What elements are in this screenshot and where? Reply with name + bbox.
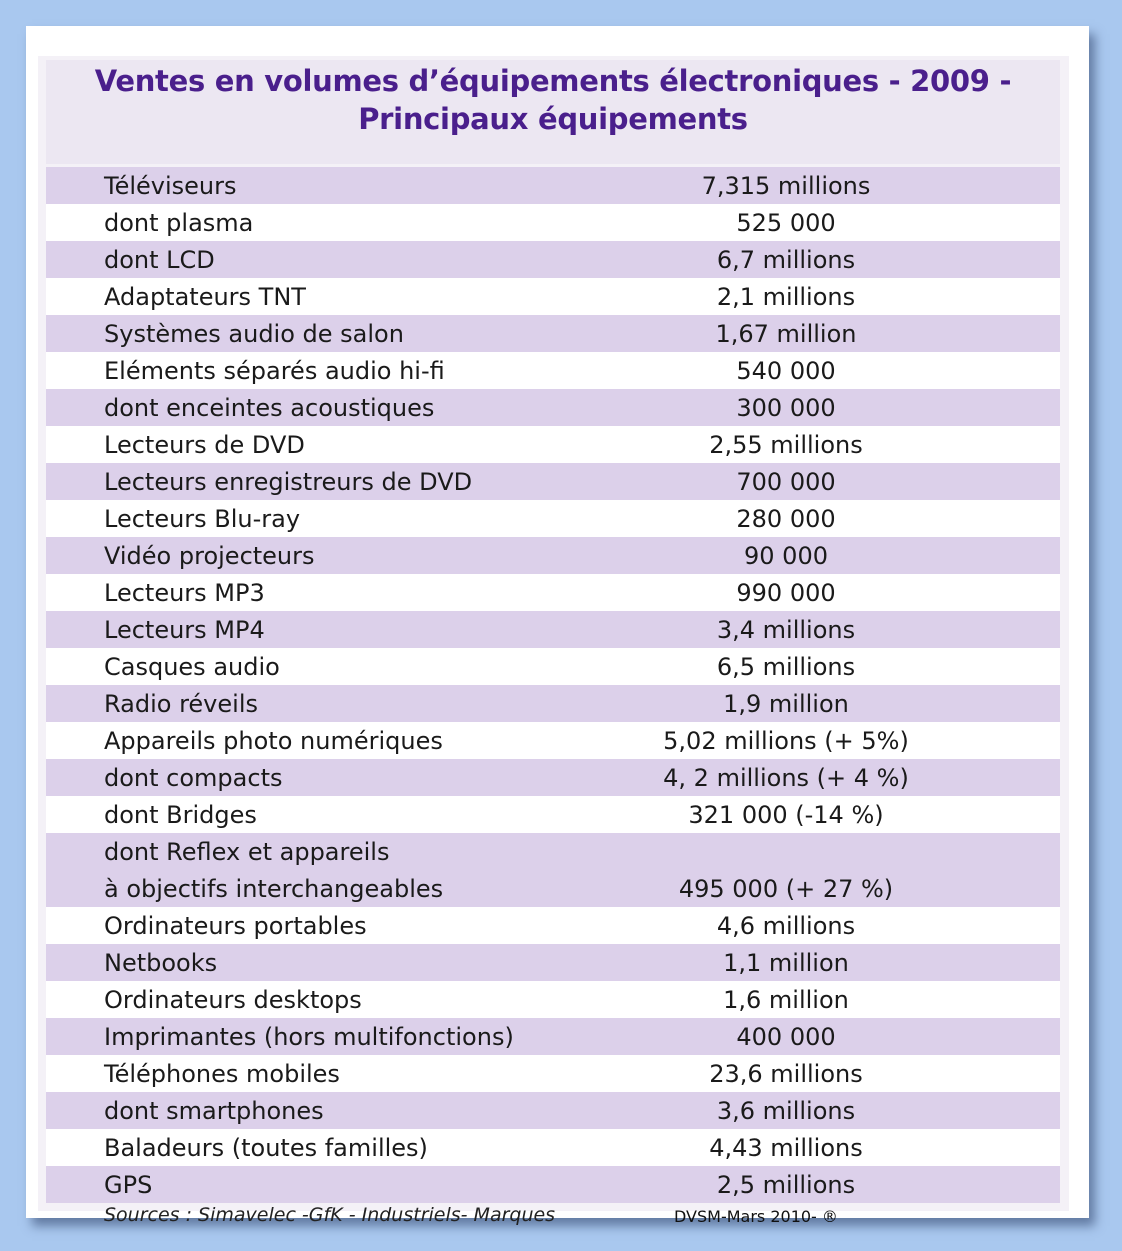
row-label: Ordinateurs desktops [104,985,362,1014]
row-value: 540 000 [736,356,836,385]
row-value: 2,1 millions [716,282,856,311]
row-label: à objectifs interchangeables [104,874,444,903]
table-row: dont compacts 4, 2 millions (+ 4 %) [46,759,1060,796]
row-label: dont plasma [104,208,254,237]
row-value: 700 000 [736,467,836,496]
row-value: 90 000 [744,541,828,570]
row-label: Netbooks [104,948,218,977]
row-label: Lecteurs enregistreurs de DVD [104,467,473,496]
row-value: 3,6 millions [716,1096,856,1125]
row-label: Radio réveils [104,689,258,718]
page-title-line-2: Principaux équipements [358,102,748,136]
row-label: Imprimantes (hors multifonctions) [104,1022,514,1051]
row-value: 7,315 millions [701,171,871,200]
table-row: Téléphones mobiles 23,6 millions [46,1055,1060,1092]
table-row: Lecteurs de DVD 2,55 millions [46,426,1060,463]
table-row: dont Bridges 321 000 (-14 %) [46,796,1060,833]
row-label: Baladeurs (toutes familles) [104,1133,428,1162]
row-label: Lecteurs de DVD [104,430,305,459]
row-label: dont Bridges [104,800,257,829]
row-label: Vidéo projecteurs [104,541,315,570]
table-row: dont Reflex et appareils [46,833,1060,870]
row-label: dont Reflex et appareils [104,837,390,866]
row-value: 6,5 millions [716,652,856,681]
row-value: 525 000 [736,208,836,237]
row-label: Lecteurs MP4 [104,615,265,644]
table-row: Lecteurs Blu-ray 280 000 [46,500,1060,537]
row-value: 4,43 millions [709,1133,863,1162]
row-value: 2,55 millions [709,430,863,459]
row-value: 321 000 (-14 %) [688,800,884,829]
row-label: Systèmes audio de salon [104,319,404,348]
row-value: 2,5 millions [716,1170,856,1199]
row-value: 300 000 [736,393,836,422]
row-value: 4, 2 millions (+ 4 %) [663,763,909,792]
table-panel: Ventes en volumes d’équipements électron… [38,56,1069,1226]
table-row: Vidéo projecteurs 90 000 [46,537,1060,574]
credit-note: DVSM-Mars 2010- ® [674,1207,838,1226]
row-label: Ordinateurs portables [104,911,367,940]
row-label: dont LCD [104,245,215,274]
row-label: GPS [104,1170,153,1199]
row-value: 1,6 million [723,985,849,1014]
table-row: Eléments séparés audio hi-fi 540 000 [46,352,1060,389]
row-value: 1,1 million [723,948,849,977]
table-row: dont enceintes acoustiques 300 000 [46,389,1060,426]
row-value: 495 000 (+ 27 %) [678,874,894,903]
table-row: Téléviseurs 7,315 millions [46,167,1060,204]
sources-note: Sources : Simavelec -GfK - Industriels- … [104,1204,556,1226]
table-row: Casques audio 6,5 millions [46,648,1060,685]
row-value: 1,9 million [723,689,849,718]
table-row: Ordinateurs portables 4,6 millions [46,907,1060,944]
row-value: 3,4 millions [716,615,856,644]
row-value: 23,6 millions [709,1059,863,1088]
page-title-line-1: Ventes en volumes d’équipements électron… [94,64,1012,98]
row-value: 280 000 [736,504,836,533]
row-label: Adaptateurs TNT [104,282,306,311]
table-row: dont smartphones 3,6 millions [46,1092,1060,1129]
table-row: dont LCD 6,7 millions [46,241,1060,278]
row-label: dont enceintes acoustiques [104,393,435,422]
row-label: Téléviseurs [104,171,237,200]
sales-table: Téléviseurs 7,315 millions dont plasma 525 … [46,167,1060,1203]
table-row: Lecteurs MP4 3,4 millions [46,611,1060,648]
table-row: Systèmes audio de salon 1,67 million [46,315,1060,352]
row-value: 5,02 millions (+ 5%) [663,726,909,755]
table-row: Baladeurs (toutes familles) 4,43 millions [46,1129,1060,1166]
row-label: dont smartphones [104,1096,324,1125]
row-value: 1,67 million [715,319,857,348]
table-row: Adaptateurs TNT 2,1 millions [46,278,1060,315]
row-label: dont compacts [104,763,283,792]
table-row: Imprimantes (hors multifonctions) 400 000 [46,1018,1060,1055]
table-row: Radio réveils 1,9 million [46,685,1060,722]
row-label: Casques audio [104,652,280,681]
title-box: Ventes en volumes d’équipements électron… [46,60,1060,164]
row-value: 4,6 millions [716,911,856,940]
row-value: 990 000 [736,578,836,607]
row-label: Appareils photo numériques [104,726,443,755]
table-row: à objectifs interchangeables 495 000 (+ 2… [46,870,1060,907]
row-label: Téléphones mobiles [104,1059,340,1088]
row-value: 6,7 millions [716,245,856,274]
table-row: Appareils photo numériques 5,02 millions … [46,722,1060,759]
row-value: 400 000 [736,1022,836,1051]
table-row: Ordinateurs desktops 1,6 million [46,981,1060,1018]
table-row: Lecteurs enregistreurs de DVD 700 000 [46,463,1060,500]
row-label: Lecteurs Blu-ray [104,504,301,533]
table-row: dont plasma 525 000 [46,204,1060,241]
row-label: Lecteurs MP3 [104,578,265,607]
document-card: Ventes en volumes d’équipements électron… [26,26,1089,1226]
row-label: Eléments séparés audio hi-fi [104,356,445,385]
table-row: Netbooks 1,1 million [46,944,1060,981]
table-row: GPS 2,5 millions [46,1166,1060,1203]
table-row: Lecteurs MP3 990 000 [46,574,1060,611]
